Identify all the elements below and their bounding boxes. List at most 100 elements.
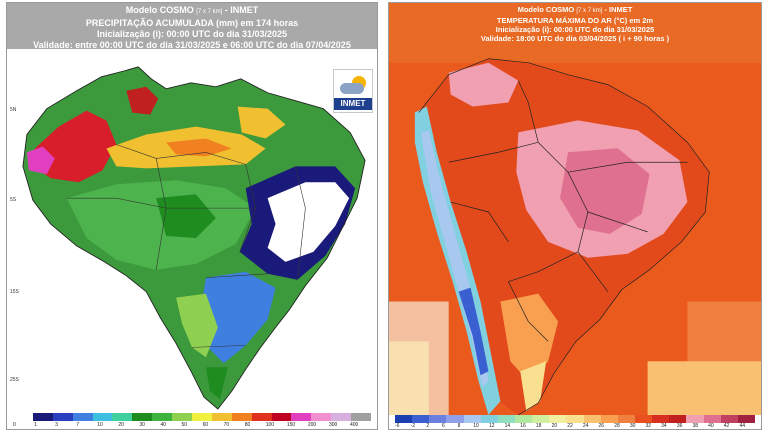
- colorbar-tick-label: 36: [676, 423, 683, 429]
- colorbar-swatch: [211, 413, 232, 421]
- country-borders: [418, 58, 710, 415]
- colorbar-tick-label: 150: [286, 422, 296, 428]
- colorbar-swatch: [351, 413, 372, 421]
- colorbar-tick-label: 18: [535, 423, 542, 429]
- colorbar-swatch: [583, 415, 601, 423]
- colorbar-swatch: [480, 415, 498, 423]
- colorbar-tick-label: 200: [307, 422, 317, 428]
- colorbar-tick-label: 0: [13, 422, 16, 428]
- colorbar-swatch: [634, 415, 653, 423]
- colorbar-swatch: [152, 413, 173, 421]
- model-resolution: [7 x 7 km]: [576, 8, 603, 14]
- init-time: Inicialização (i): 00:00 UTC do dia 31/0…: [96, 29, 288, 39]
- colorbar-tick-label: 16: [520, 423, 526, 429]
- colorbar-swatch: [446, 415, 464, 423]
- colorbar-tick-label: 3: [55, 422, 58, 428]
- lat-label: 5N: [10, 107, 17, 113]
- colorbar-swatch: [395, 415, 413, 423]
- colorbar-tick-label: 7: [76, 422, 79, 428]
- colorbar-swatch: [92, 413, 113, 421]
- colorbar-tick-label: -6: [395, 423, 400, 429]
- colorbar-swatch: [112, 413, 133, 421]
- validity-time: Validade: 18:00 UTC do dia 03/04/2025 ( …: [480, 34, 670, 43]
- colorbar-swatch: [271, 413, 292, 421]
- colorbar-swatch: [72, 413, 93, 421]
- cloud-icon: [340, 83, 364, 94]
- colorbar-tick-label: 26: [598, 423, 605, 429]
- model-resolution: [7 x 7 km]: [196, 9, 223, 15]
- colorbar-tick-label: 70: [223, 422, 230, 428]
- model-name: Modelo COSMO: [517, 5, 575, 14]
- inmet-logo: INMET: [333, 69, 373, 113]
- validity-time: Validade: entre 00:00 UTC do dia 31/03/2…: [33, 40, 351, 50]
- colorbar-swatch: [703, 415, 721, 423]
- colorbar-tick-label: 100: [265, 422, 275, 428]
- colorbar-tick-label: 80: [244, 422, 251, 428]
- colorbar-tick-label: 30: [139, 422, 145, 428]
- colorbar-tick-label: 20: [118, 422, 124, 428]
- colorbar-tick-label: 10: [97, 422, 103, 428]
- colorbar-swatch: [737, 415, 755, 423]
- colorbar-tick-label: 300: [328, 422, 338, 428]
- colorbar-swatch: [686, 415, 704, 423]
- colorbar-tick-label: 60: [202, 422, 209, 428]
- colorbar-tick-label: 400: [350, 422, 359, 428]
- model-source: - INMET: [604, 5, 633, 14]
- precipitation-colorbar-ticks: 0 1 3 7 10 20 30 40 50 60 70 80 100 150 200 300 400: [13, 422, 371, 428]
- colorbar-swatch: [566, 415, 584, 423]
- south-america-temperature-map: [389, 3, 761, 415]
- colorbar-tick-label: 24: [582, 423, 589, 429]
- colorbar-tick-label: 42: [723, 423, 730, 429]
- precipitation-map-panel: Modelo COSMO [7 x 7 km] - INMET PRECIPIT…: [6, 2, 378, 430]
- precipitation-map: [7, 49, 377, 413]
- colorbar-swatch: [52, 413, 73, 421]
- colorbar-tick-label: 14: [504, 423, 511, 429]
- colorbar-swatch: [532, 415, 550, 423]
- colorbar-tick-label: 2: [426, 423, 430, 429]
- colorbar-tick-label: -2: [410, 423, 416, 429]
- temperature-map-header: Modelo COSMO [7 x 7 km] - INMET TEMPERAT…: [389, 3, 761, 49]
- colorbar-swatch: [652, 415, 670, 423]
- colorbar-tick-label: 12: [488, 423, 495, 429]
- colorbar-swatch: [412, 415, 430, 423]
- colorbar-swatch: [497, 415, 515, 423]
- colorbar-swatch: [13, 413, 33, 421]
- colorbar-tick-label: 50: [181, 422, 188, 428]
- colorbar-tick-label: 1: [34, 422, 37, 428]
- temperature-map-panel: Modelo COSMO [7 x 7 km] - INMET TEMPERAT…: [388, 2, 762, 430]
- colorbar-swatch: [32, 413, 53, 421]
- precipitation-colorbar: [13, 413, 372, 421]
- colorbar-swatch: [192, 413, 212, 421]
- colorbar-swatch: [331, 413, 352, 421]
- colorbar-tick-label: 38: [692, 423, 699, 429]
- colorbar-tick-label: 40: [708, 423, 714, 429]
- brazil-precipitation-map: [7, 49, 377, 413]
- colorbar-swatch: [311, 413, 332, 421]
- colorbar-swatch: [463, 415, 481, 423]
- colorbar-swatch: [600, 415, 618, 423]
- model-source: - INMET: [224, 5, 259, 15]
- colorbar-swatch: [132, 413, 153, 421]
- colorbar-swatch: [617, 415, 635, 423]
- colorbar-swatch: [172, 413, 193, 421]
- init-time: Inicialização (i): 00:00 UTC do dia 31/0…: [495, 25, 655, 34]
- colorbar-tick-label: 32: [645, 423, 652, 429]
- colorbar-tick-label: 8: [457, 423, 461, 429]
- logo-text: INMET: [334, 98, 372, 110]
- colorbar-swatch: [231, 413, 252, 421]
- colorbar-tick-label: 44: [739, 423, 745, 429]
- lat-label: 5S: [10, 197, 17, 203]
- temperature-colorbar: [395, 415, 755, 423]
- model-name: Modelo COSMO: [125, 5, 194, 15]
- map-title: TEMPERATURA MÁXIMA DO AR (°C) em 2m: [496, 16, 654, 25]
- colorbar-tick-label: 40: [160, 422, 166, 428]
- colorbar-tick-label: 28: [614, 423, 620, 429]
- temperature-map: [389, 3, 761, 415]
- colorbar-swatch: [669, 415, 687, 423]
- colorbar-swatch: [549, 415, 567, 423]
- map-title: PRECIPITAÇÃO ACUMULADA (mm) em 174 horas: [85, 18, 299, 28]
- temperature-colorbar-ticks: -6 -2 2 6 8 10 12 14 16 18 20 22 24 26 28 30 32 34 36 38 40 4…: [395, 423, 755, 429]
- colorbar-tick-label: 22: [567, 423, 573, 429]
- colorbar-swatch: [429, 415, 447, 423]
- colorbar-tick-label: 6: [441, 423, 445, 429]
